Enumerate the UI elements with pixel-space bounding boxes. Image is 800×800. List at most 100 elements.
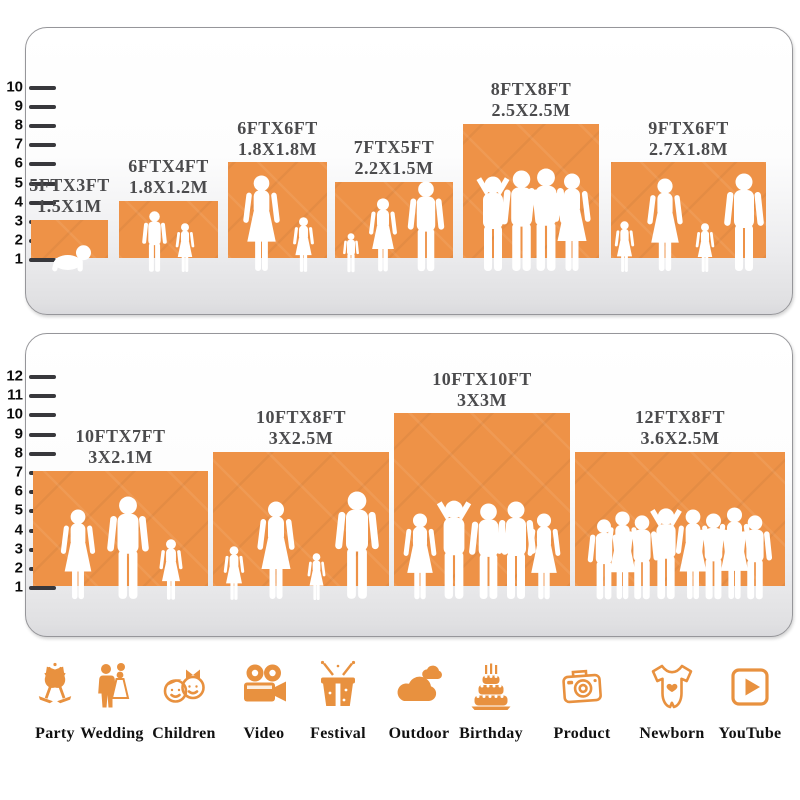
category-label: Video [243,725,285,742]
ruler-tick [29,413,56,418]
category-label: YouTube [718,725,782,742]
newborn-icon [624,660,720,719]
backdrop-rect-10ftx8ft [213,451,389,587]
ruler-number: 5 [14,174,23,192]
ruler-number: 12 [6,367,23,385]
ruler-tick [29,394,56,399]
category-label: Festival [310,725,366,742]
category-label: Birthday [459,725,523,742]
size-m-text: 3X3M [457,389,507,410]
backdrop-rect-7ftx5ft [335,181,453,258]
category-product[interactable]: Product [534,660,630,743]
ruler-number: 1 [14,578,23,596]
category-video[interactable]: Video [216,660,312,743]
backdrop-rect-6ftx4ft [119,200,218,258]
ruler-number: 11 [7,386,23,404]
ruler-number: 8 [14,116,23,134]
category-party[interactable]: Party [7,660,103,743]
ruler-tick [29,124,56,129]
category-label: Wedding [80,725,144,742]
ruler-number: 6 [14,482,23,500]
size-m-text: 2.7X1.8M [649,138,728,159]
ruler-tick [29,257,56,262]
category-youtube[interactable]: YouTube [702,660,798,743]
ruler-tick [29,432,56,437]
ruler-tick [29,162,56,167]
ruler-number: 3 [14,212,23,230]
ruler-number: 4 [14,521,23,539]
ruler-number: 7 [14,463,23,481]
size-ft-text: 7FTX5FT [353,136,435,157]
ruler-tick [29,181,56,186]
backdrop-rect-10ftx7ft [33,471,208,587]
ruler-number: 10 [6,78,23,96]
category-festival[interactable]: Festival [290,660,386,743]
ruler-tick [29,86,56,90]
category-label: Newborn [639,725,705,742]
size-ft-text: 10FTX10FT [432,368,532,389]
ruler-number: 1 [14,250,23,268]
size-m-text: 2.5X2.5M [491,100,571,121]
category-label: Party [35,725,75,742]
ruler-number: 2 [14,559,23,577]
backdrop-size-label: 10FTX10FT 3X3M [387,369,577,411]
backdrop-rect-8ftx8ft [463,124,599,258]
size-m-text: 1.8X1.2M [129,176,208,197]
category-wedding[interactable]: Wedding [64,660,160,743]
backdrop-rect-10ftx10ft [394,413,570,587]
youtube-icon [702,660,798,719]
backdrop-rect-12ftx8ft [575,451,785,587]
ruler-number: 10 [6,406,23,424]
backdrop-size-label: 7FTX5FT 2.2X1.5M [299,137,489,179]
size-m-text: 2.2X1.5M [354,157,434,178]
backdrop-size-label: 10FTX8FT 3X2.5M [206,407,396,449]
backdrop-size-label: 6FTX4FT 1.8X1.2M [74,156,264,198]
wedding-icon [64,660,160,719]
product-icon [534,660,630,719]
ruler-number: 4 [14,193,23,211]
ruler-number: 5 [14,502,23,520]
category-birthday[interactable]: Birthday [443,660,539,743]
size-ft-text: 12FTX8FT [634,407,725,428]
category-children[interactable]: Children [136,660,232,743]
outdoor-icon [371,660,467,719]
backdrop-size-label: 5FTX3FT 1.5X1M [0,175,165,217]
category-outdoor[interactable]: Outdoor [371,660,467,743]
ruler-tick [29,375,56,379]
backdrop-size-label: 10FTX7FT 3X2.1M [26,426,216,468]
panel-medium-backdrops: 12 11 10 9 8 7 6 5 4 3 2 1 10FTX7FT 3X2.1M 10FTX8FT 3X… [6,333,793,637]
size-ft-text: 8FTX8FT [490,79,572,100]
backdrop-size-label: 12FTX8FT 3.6X2.5M [585,407,775,449]
ruler-tick [29,105,56,110]
ruler-number: 2 [14,231,23,249]
festival-icon [290,660,386,719]
category-label: Outdoor [388,725,450,742]
birthday-icon [443,660,539,719]
ruler-number: 8 [14,444,23,462]
size-ft-text: 10FTX8FT [255,407,346,428]
backdrop-size-label: 6FTX6FT 1.8X1.8M [183,118,373,160]
size-m-text: 3X2.5M [268,427,334,448]
size-m-text: 1.8X1.8M [238,138,317,159]
backdrop-size-label: 9FTX6FT 2.7X1.8M [594,118,784,160]
ruler-number: 9 [14,425,23,443]
size-ft-text: 6FTX4FT [128,155,209,176]
backdrop-rect-5ftx3ft [31,219,108,258]
category-newborn[interactable]: Newborn [624,660,720,743]
ruler-number: 9 [14,97,23,115]
category-label: Product [553,725,611,742]
size-ft-text: 10FTX7FT [75,426,166,447]
ruler-tick [29,451,56,456]
size-ft-text: 5FTX3FT [29,174,110,195]
backdrop-size-label: 8FTX8FT 2.5X2.5M [436,79,626,121]
size-ft-text: 9FTX6FT [648,117,729,138]
size-m-text: 3X2.1M [88,447,153,468]
ruler-number: 7 [14,135,23,153]
backdrop-rect-9ftx6ft [611,162,766,258]
ruler-number: 6 [14,155,23,173]
video-icon [216,660,312,719]
category-label: Children [152,725,216,742]
ruler-tick [29,586,56,591]
size-m-text: 3.6X2.5M [640,427,720,448]
